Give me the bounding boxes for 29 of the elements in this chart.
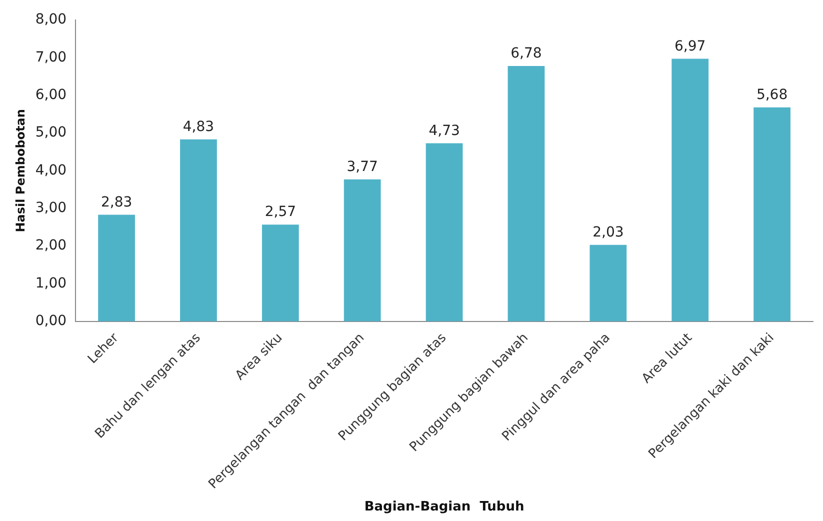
data-label: 2,83 [100,194,132,210]
bar [98,214,135,322]
bar [672,58,709,322]
bar [426,143,463,322]
y-tick-label: 3,00 [35,200,67,216]
data-label: 3,77 [346,159,378,175]
y-tick-label: 6,00 [35,86,67,103]
bar [344,179,381,322]
bar [262,224,299,322]
y-tick-label: 4,00 [35,162,67,178]
data-label: 2,03 [592,224,624,241]
data-label: 6,78 [510,46,542,62]
data-label: 2,57 [264,204,296,220]
bar [180,139,217,322]
y-axis-title: Hasil Pembobotan [13,109,28,232]
y-tick-label: 7,00 [35,49,67,66]
y-tick-label: 1,00 [35,275,67,292]
bar [508,66,545,322]
x-axis-title: Bagian-Bagian Tubuh [364,500,524,515]
y-tick-label: 5,00 [35,124,67,141]
data-label: 5,68 [756,87,788,104]
data-label: 4,83 [182,119,214,136]
data-label: 6,97 [674,38,706,54]
data-label: 4,73 [428,122,460,139]
y-tick-label: 8,00 [35,12,67,28]
y-tick-label: 0,00 [35,313,67,330]
bar [754,107,790,322]
y-tick-label: 2,00 [35,238,67,254]
bar [590,244,627,322]
